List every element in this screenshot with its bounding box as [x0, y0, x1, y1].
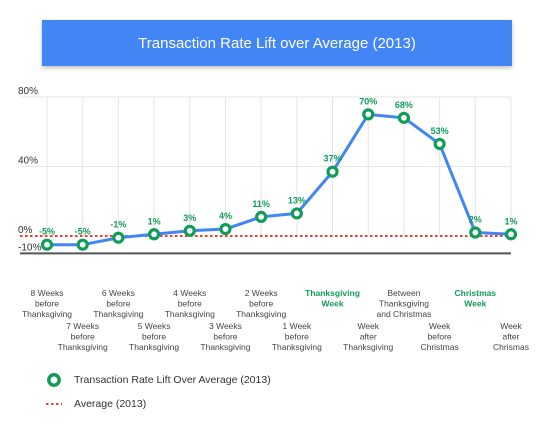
data-point	[183, 224, 196, 237]
data-point	[290, 207, 303, 220]
x-tick-label: 1 Week before Thanksgiving	[272, 321, 322, 352]
chart-title-bar: Transaction Rate Lift over Average (2013…	[42, 20, 512, 66]
data-point	[504, 228, 518, 241]
x-tick-label: Thanksgiving Week	[305, 288, 360, 309]
y-tick-label: 0%	[18, 225, 33, 236]
data-label: 53%	[431, 126, 449, 136]
data-label: 37%	[324, 154, 342, 164]
data-point	[255, 210, 268, 223]
data-point	[326, 165, 339, 178]
legend-item-average: Average (2013)	[44, 398, 146, 410]
y-tick-label: -10%	[18, 242, 41, 253]
data-label: -5%	[75, 227, 91, 237]
data-point	[40, 238, 54, 251]
legend-label-series: Transaction Rate Lift Over Average (2013…	[74, 374, 271, 386]
data-label: -5%	[39, 227, 55, 237]
x-tick-label: 8 Weeks before Thanksgiving	[22, 288, 72, 319]
data-label: 1%	[504, 216, 517, 226]
x-tick-label: 2 Weeks before Thanksgiving	[236, 288, 286, 319]
data-point	[112, 231, 125, 244]
data-label: 13%	[288, 195, 306, 205]
x-tick-label: Week after Thanksgiving	[343, 321, 393, 352]
x-tick-label: 4 Weeks before Thanksgiving	[165, 288, 215, 319]
data-point	[219, 222, 232, 236]
x-tick-label: Week after Chrismas	[493, 321, 529, 352]
legend-label-average: Average (2013)	[74, 398, 147, 410]
x-tick-label: Between Thanksgiving and Christmas	[377, 288, 432, 319]
data-point	[362, 108, 375, 121]
data-label: 2%	[469, 215, 482, 225]
x-tick-label: 5 Weeks before Thanksgiving	[129, 321, 179, 352]
data-point	[469, 226, 482, 239]
data-label: 70%	[359, 96, 377, 106]
data-label: -1%	[110, 220, 126, 230]
x-tick-label: Christmas Week	[455, 288, 497, 309]
legend-dotted-line-icon	[44, 401, 64, 407]
x-tick-label: 3 Weeks before Thanksgiving	[200, 321, 250, 352]
chart-title: Transaction Rate Lift over Average (2013…	[138, 34, 416, 52]
legend-marker-icon	[44, 372, 64, 388]
data-point	[147, 228, 161, 241]
data-point	[433, 137, 446, 151]
x-tick-label: 6 Weeks before Thanksgiving	[93, 288, 143, 319]
data-label: 68%	[395, 100, 413, 110]
data-point	[397, 111, 411, 124]
data-point	[76, 238, 89, 251]
x-tick-label: 7 Weeks before Thanksgiving	[58, 321, 108, 352]
y-tick-label: 80%	[18, 86, 38, 97]
data-label: 4%	[219, 211, 232, 221]
legend-item-series: Transaction Rate Lift Over Average (2013…	[44, 372, 271, 388]
x-tick-label: Week before Christmas	[420, 321, 458, 352]
data-label: 1%	[148, 216, 161, 226]
y-tick-label: 40%	[18, 156, 38, 167]
data-label: 3%	[183, 213, 196, 223]
data-label: 11%	[252, 199, 270, 209]
